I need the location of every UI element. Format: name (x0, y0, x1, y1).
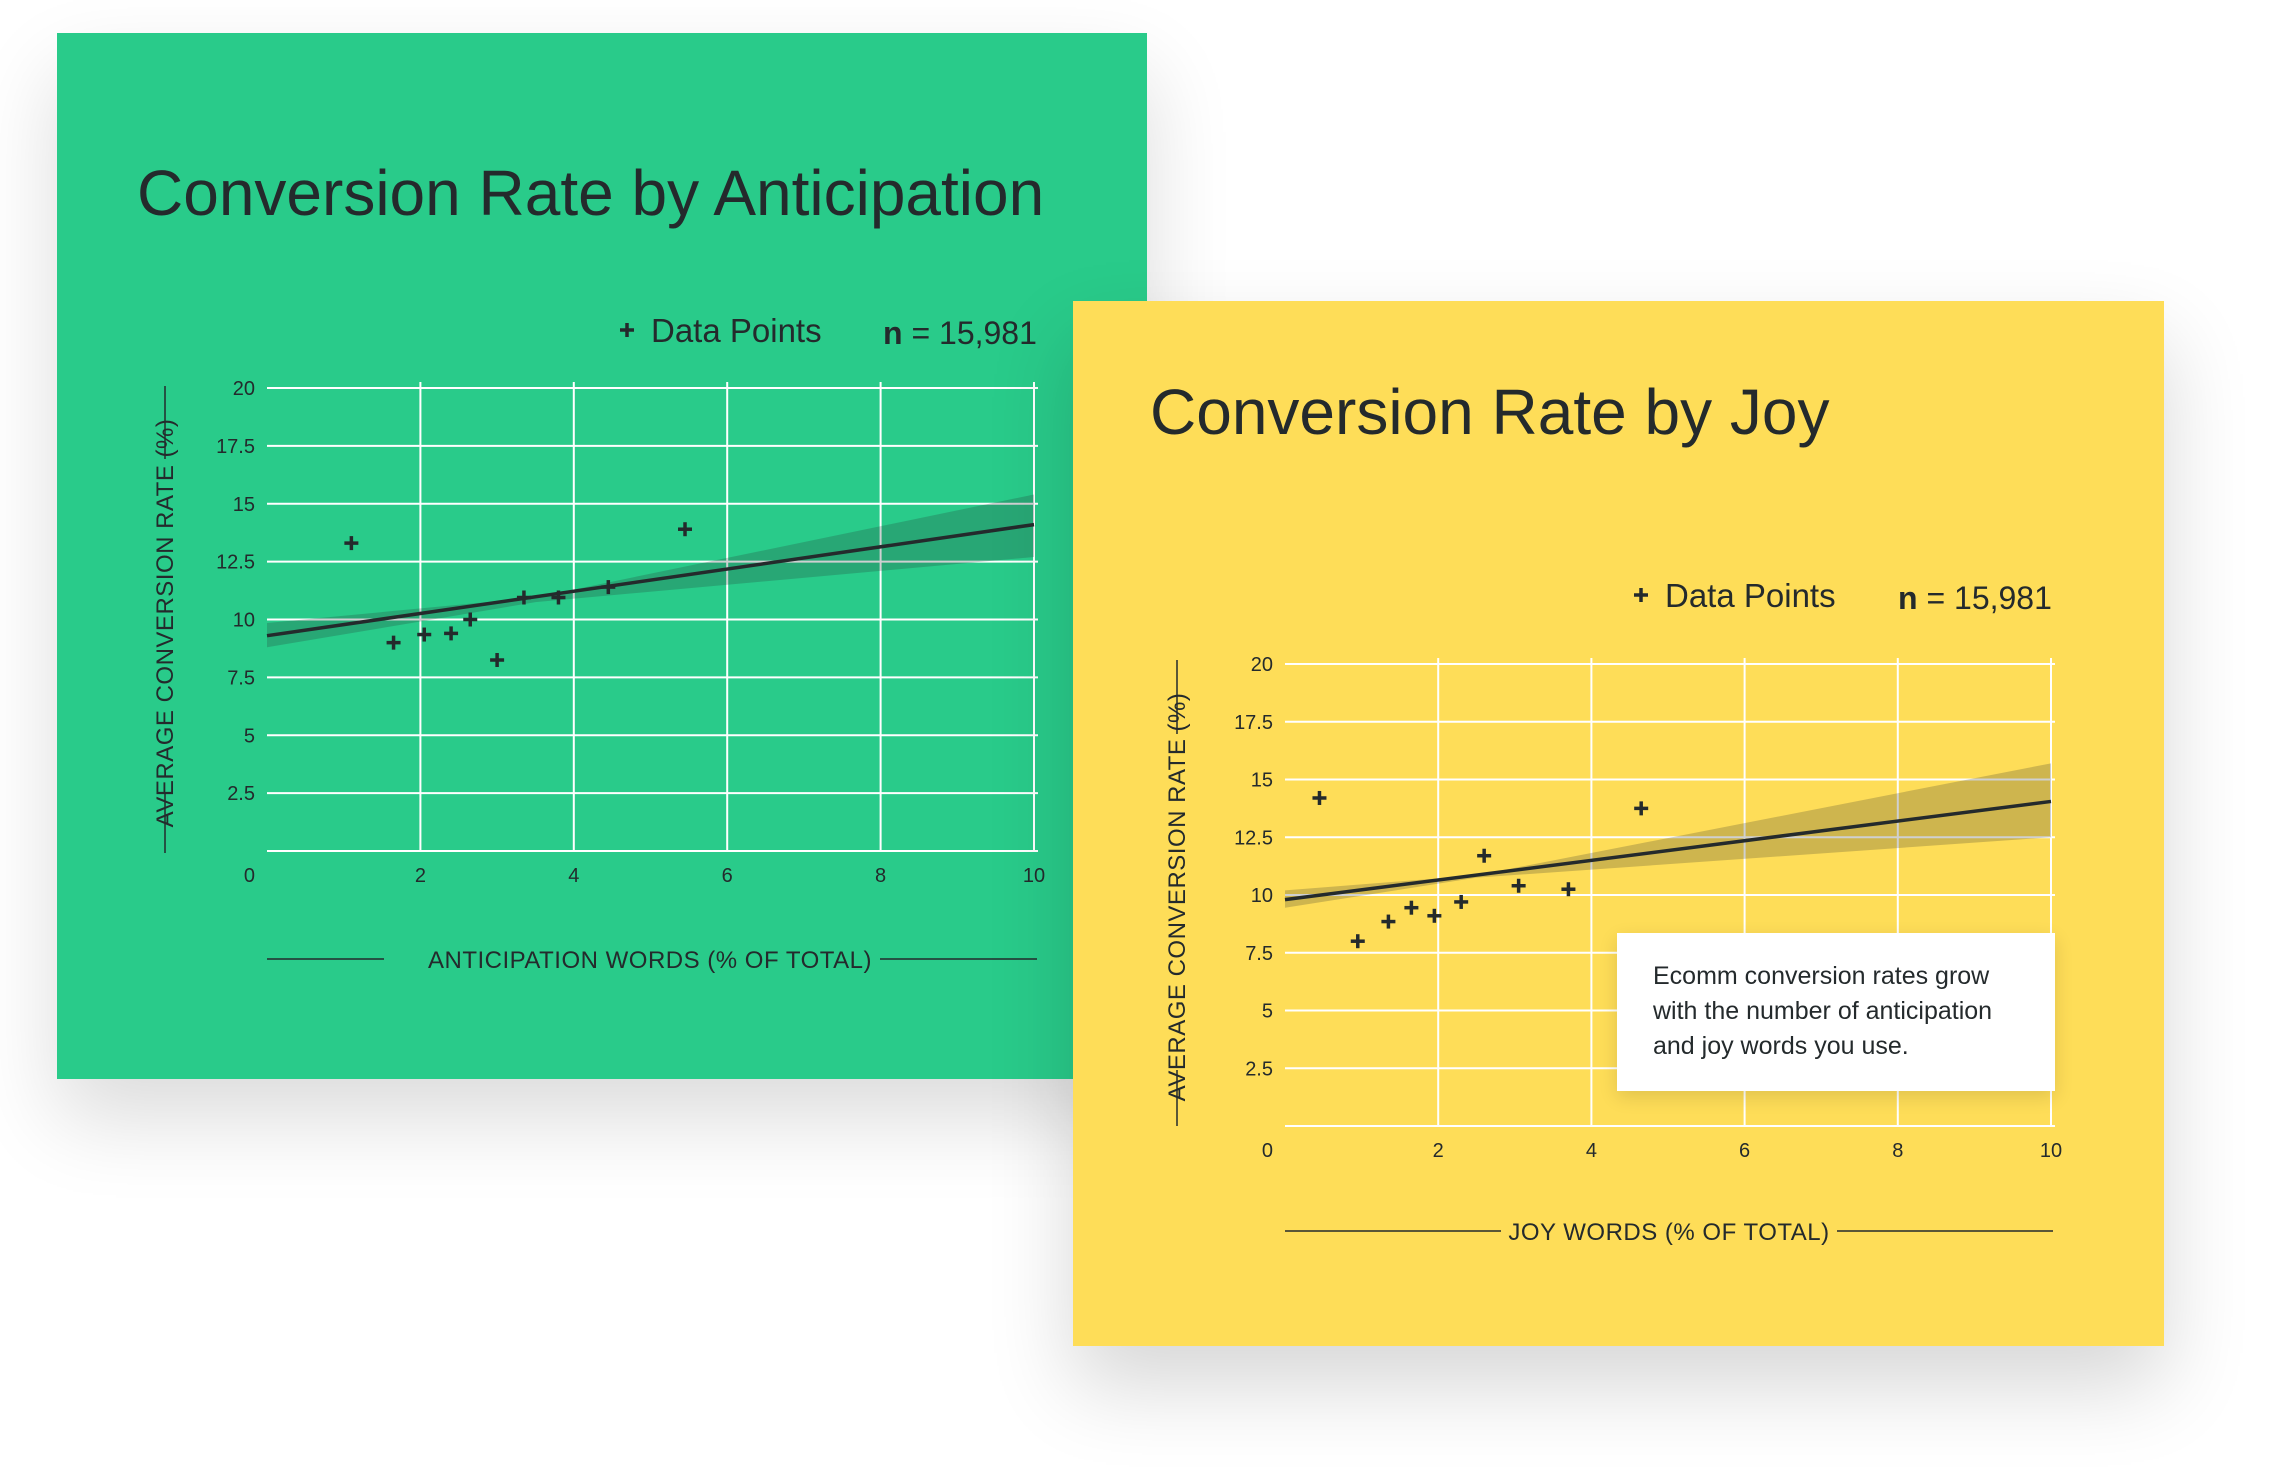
x-tick-label: 8 (875, 865, 886, 887)
x-tick-label: 6 (722, 865, 733, 887)
trend-line (1284, 799, 2052, 902)
confidence-band (1285, 763, 2051, 908)
annotation-callout: Ecomm conversion rates grow with the num… (1617, 933, 2055, 1091)
chart-title: Conversion Rate by Anticipation (137, 157, 1044, 229)
y-tick-label: 17.5 (1234, 712, 1273, 734)
data-point-marker (678, 522, 693, 537)
x-tick-label: 0 (244, 865, 255, 887)
x-tick-label: 2 (1433, 1140, 1444, 1162)
sample-size: n = 15,981 (1898, 580, 2052, 616)
data-point-marker (344, 536, 359, 551)
data-point-marker (386, 635, 401, 650)
x-tick-label: 8 (1892, 1140, 1903, 1162)
data-point-marker (463, 612, 478, 627)
data-point-marker (1477, 848, 1492, 863)
legend-plus-icon (620, 323, 634, 337)
x-tick-label: 10 (2040, 1140, 2062, 1162)
data-point-marker (490, 653, 505, 668)
y-tick-label: 2.5 (227, 783, 255, 805)
y-tick-label: 20 (233, 378, 255, 400)
anticipation-plot-area: 2.5 5 7.5 10 12.5 15 17.5 20 0 2 4 6 8 10 (216, 378, 1045, 887)
sample-size: n = 15,981 (883, 315, 1037, 351)
y-tick-label: 7.5 (1245, 943, 1273, 965)
data-point-marker (444, 626, 459, 641)
data-point-marker (1404, 900, 1419, 915)
y-tick-label: 12.5 (1234, 827, 1273, 849)
joy-chart-card: Conversion Rate by Joy Data Points n = 1… (1073, 301, 2164, 1346)
data-point-marker (1427, 908, 1442, 923)
legend-label: Data Points (1665, 577, 1836, 614)
legend: Data Points (1634, 577, 1836, 614)
x-tick-label: 10 (1023, 865, 1045, 887)
y-tick-label: 20 (1251, 654, 1273, 676)
chart-title: Conversion Rate by Joy (1150, 376, 1829, 448)
data-point-marker (601, 580, 616, 595)
y-tick-label: 5 (244, 725, 255, 747)
x-axis-label: JOY WORDS (% OF TOTAL) (1508, 1219, 1829, 1246)
data-point-marker (1312, 790, 1327, 805)
x-axis-label: ANTICIPATION WORDS (% OF TOTAL) (428, 947, 872, 974)
y-tick-label: 2.5 (1245, 1058, 1273, 1080)
y-axis-label: AVERAGE CONVERSION RATE (%) (1164, 693, 1191, 1102)
data-point-marker (1454, 894, 1469, 909)
anticipation-chart-card: Conversion Rate by Anticipation Data Poi… (57, 33, 1147, 1079)
y-axis-label: AVERAGE CONVERSION RATE (%) (152, 419, 179, 828)
data-point-marker (516, 590, 531, 605)
joy-chart-svg: Conversion Rate by Joy Data Points n = 1… (1150, 376, 2062, 1246)
x-tick-label: 4 (1586, 1140, 1597, 1162)
y-tick-label: 5 (1262, 1001, 1273, 1023)
y-tick-label: 15 (1251, 770, 1273, 792)
confidence-band (267, 494, 1034, 648)
legend-plus-icon (1634, 588, 1648, 602)
data-point-marker (551, 590, 566, 605)
data-point-marker (1350, 934, 1365, 949)
y-tick-label: 17.5 (216, 436, 255, 458)
trend-line (266, 522, 1035, 638)
legend-label: Data Points (651, 312, 822, 349)
data-point-marker (1381, 914, 1396, 929)
x-tick-label: 4 (568, 865, 579, 887)
y-tick-label: 7.5 (227, 667, 255, 689)
y-tick-label: 10 (1251, 885, 1273, 907)
data-point-marker (1511, 878, 1526, 893)
y-tick-label: 15 (233, 494, 255, 516)
x-tick-label: 0 (1262, 1140, 1273, 1162)
x-tick-label: 6 (1739, 1140, 1750, 1162)
legend: Data Points (620, 312, 822, 349)
y-tick-label: 10 (233, 610, 255, 632)
data-point-marker (1634, 801, 1649, 816)
data-point-marker (1561, 882, 1576, 897)
data-point-marker (417, 627, 432, 642)
y-tick-label: 12.5 (216, 552, 255, 574)
x-tick-label: 2 (415, 865, 426, 887)
anticipation-chart-svg: Conversion Rate by Anticipation Data Poi… (137, 157, 1045, 974)
